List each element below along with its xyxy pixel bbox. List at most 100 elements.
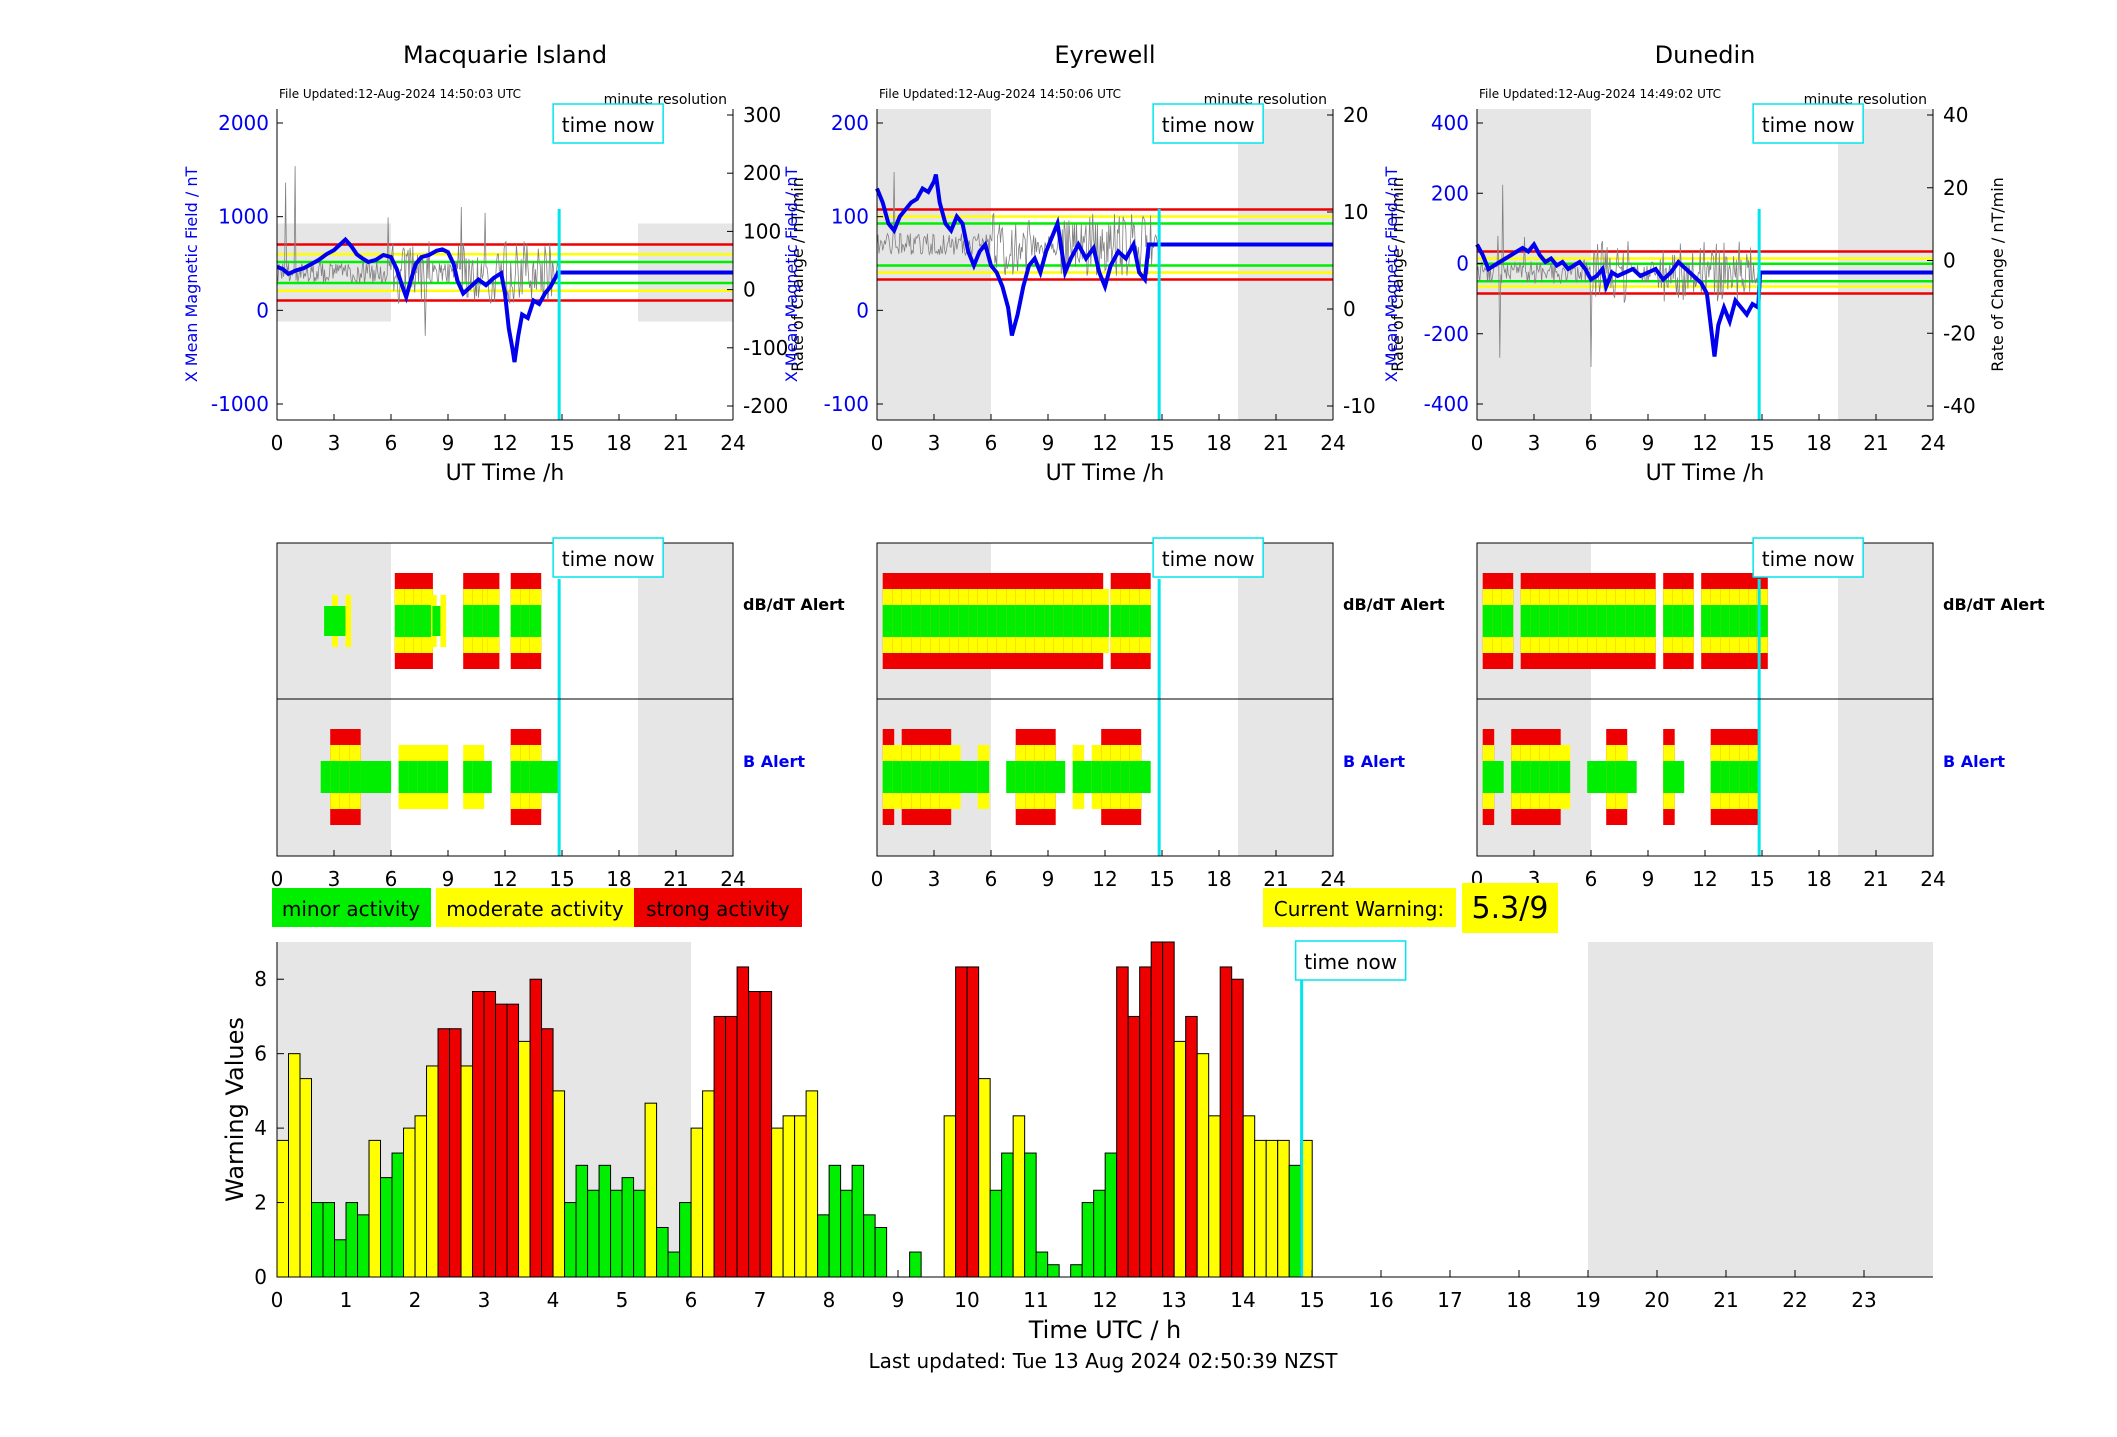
station-panel-0: Macquarie Island200010000-10003002001000… <box>182 41 845 891</box>
b-alert-bar <box>370 761 382 793</box>
warning-bar <box>449 1028 462 1278</box>
x-tick-label: 24 <box>1320 867 1345 891</box>
db-alert-bar <box>432 606 441 636</box>
b-alert-bar <box>1139 761 1151 793</box>
warning-bar <box>472 991 485 1278</box>
db-alert-bar <box>996 605 1009 637</box>
x-tick-label: 14 <box>1230 1288 1255 1312</box>
x-tick-label: 12 <box>1692 867 1717 891</box>
time-now-box <box>1752 103 1864 144</box>
b-alert-bar <box>349 761 361 793</box>
right-tick-label: -20 <box>1943 321 1976 345</box>
x-tick-label: 0 <box>271 867 284 891</box>
b-alert-bar <box>1720 761 1732 793</box>
db-alert-bar <box>1615 605 1628 637</box>
time-now-box <box>552 537 664 578</box>
b-alert-bar <box>1492 761 1504 793</box>
warning-bar <box>276 1139 290 1278</box>
warning-bar <box>288 1053 301 1278</box>
warning-bar <box>311 1202 324 1278</box>
warning-bar <box>541 1028 554 1278</box>
b-alert-label: B Alert <box>1943 752 2005 771</box>
warning-bar <box>1162 941 1175 1278</box>
time-now-label: time now <box>562 547 655 571</box>
warning-bar <box>1231 978 1244 1278</box>
warning-bar <box>805 1090 819 1278</box>
b-alert-bar <box>417 761 430 793</box>
x-tick-label: 0 <box>271 431 284 455</box>
x-tick-label: 9 <box>1042 431 1055 455</box>
warning-bar <box>564 1202 577 1278</box>
x-tick-label: 18 <box>1806 867 1831 891</box>
warning-bar <box>334 1239 347 1278</box>
b-alert-bar <box>548 761 561 793</box>
legend-strong-swatch <box>634 888 802 927</box>
last-updated: Last updated: Tue 13 Aug 2024 02:50:39 N… <box>868 1349 1338 1373</box>
warning-bar <box>702 1090 715 1278</box>
warning-bar <box>1150 941 1164 1278</box>
x-tick-label: 24 <box>1320 431 1345 455</box>
db-alert-bar <box>1682 605 1694 637</box>
station-title: Macquarie Island <box>403 41 607 69</box>
db-alert-bar <box>1558 605 1571 637</box>
x-tick-label: 17 <box>1437 1288 1462 1312</box>
x-tick-label: 18 <box>606 867 631 891</box>
b-alert-bar <box>1739 761 1751 793</box>
db-alert-bar <box>1606 605 1618 637</box>
b-alert-bar <box>1015 761 1028 793</box>
b-alert-bar <box>882 761 895 793</box>
warning-bar <box>495 1003 508 1278</box>
warning-bar <box>621 1177 635 1278</box>
left-tick-label: -100 <box>824 392 869 416</box>
time-now-box <box>552 103 664 144</box>
x-tick-label: 6 <box>985 867 998 891</box>
x-tick-label: 6 <box>685 1288 698 1312</box>
db-alert-bar <box>1644 605 1656 637</box>
right-tick-label: 0 <box>1343 297 1356 321</box>
warning-bar <box>1277 1139 1290 1278</box>
warning-bar <box>1081 1202 1095 1278</box>
warning-bar <box>506 1003 520 1278</box>
right-axis-label: Rate of Change / nT/min <box>788 177 807 372</box>
left-tick-label: 200 <box>1431 181 1469 205</box>
b-alert-bar <box>939 761 952 793</box>
db-alert-bar <box>949 605 961 637</box>
time-now-box <box>1152 103 1264 144</box>
x-tick-label: 7 <box>754 1288 767 1312</box>
x-tick-label: 15 <box>1149 431 1174 455</box>
db-alert-bar <box>1720 605 1732 637</box>
warning-bar <box>518 1040 531 1278</box>
db-alert-bar <box>1710 605 1723 637</box>
db-alert-bar <box>1520 605 1533 637</box>
right-tick-label: -100 <box>743 336 788 360</box>
x-tick-label: 20 <box>1644 1288 1669 1312</box>
warning-bar <box>1265 1139 1279 1278</box>
b-alert-bar <box>463 761 475 793</box>
x-field-trace <box>276 236 733 363</box>
x-tick-label: 0 <box>1471 431 1484 455</box>
warning-bar <box>357 1214 370 1278</box>
x-tick-label: 18 <box>1506 1288 1531 1312</box>
x-tick-label: 9 <box>892 1288 905 1312</box>
warning-bar <box>679 1202 692 1278</box>
b-alert-bar <box>510 761 523 793</box>
warning-bar <box>1219 966 1233 1278</box>
db-alert-bar <box>463 605 475 637</box>
warning-bar <box>368 1139 382 1278</box>
warning-bar <box>955 966 968 1278</box>
db-alert-bar <box>958 605 971 637</box>
db-alert-bar <box>1748 605 1761 637</box>
left-axis-label: X Mean Magnetic Field / nT <box>782 167 801 383</box>
warning-bar <box>1242 1115 1256 1278</box>
db-alert-bar <box>324 606 333 636</box>
rate-of-change-trace <box>876 171 1159 276</box>
right-tick-label: -200 <box>743 394 788 418</box>
db-alert-bar <box>1006 605 1018 637</box>
b-alert-bar <box>427 761 439 793</box>
file-updated: File Updated:12-Aug-2024 14:50:06 UTC <box>879 87 1121 101</box>
x-tick-label: 6 <box>385 867 398 891</box>
legend-moderate-label: moderate activity <box>446 897 624 921</box>
x-tick-label: 15 <box>549 431 574 455</box>
left-tick-label: 0 <box>256 298 269 322</box>
